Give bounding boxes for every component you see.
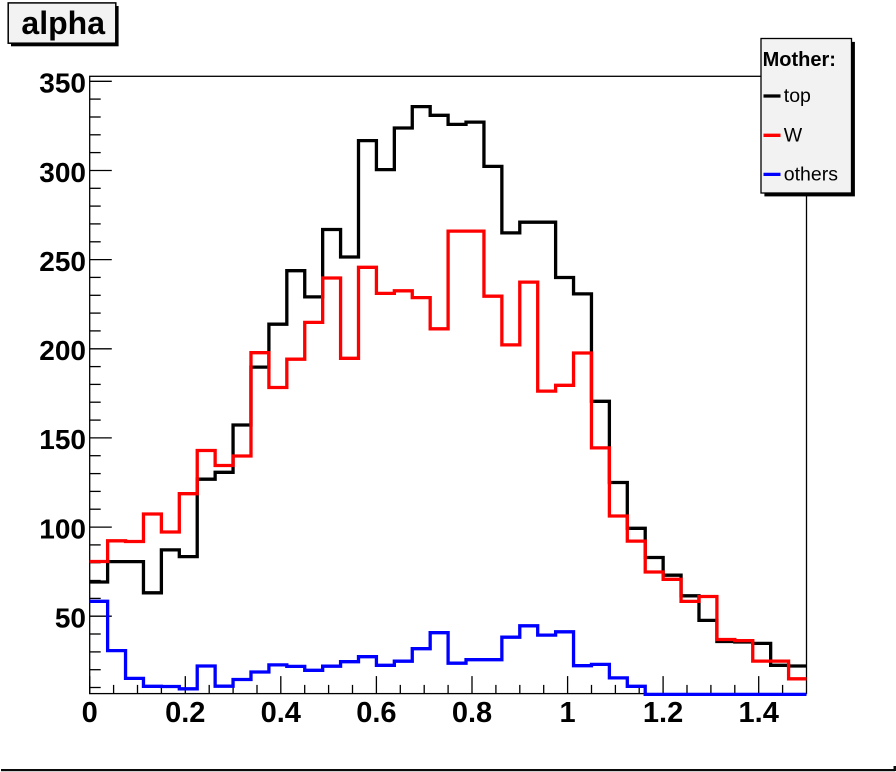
svg-text:0.6: 0.6 xyxy=(356,697,396,729)
svg-text:1: 1 xyxy=(560,697,576,729)
svg-text:W: W xyxy=(784,125,803,147)
svg-text:350: 350 xyxy=(39,68,86,99)
svg-text:300: 300 xyxy=(39,157,86,188)
svg-text:50: 50 xyxy=(55,603,86,634)
svg-text:0: 0 xyxy=(82,697,98,729)
svg-text:others: others xyxy=(784,164,838,186)
svg-text:1.4: 1.4 xyxy=(739,697,779,729)
svg-text:0.2: 0.2 xyxy=(165,697,205,729)
svg-text:1.2: 1.2 xyxy=(643,697,683,729)
svg-text:150: 150 xyxy=(39,424,86,455)
svg-text:250: 250 xyxy=(39,246,86,277)
svg-text:200: 200 xyxy=(39,335,86,366)
svg-text:0.8: 0.8 xyxy=(452,697,492,729)
svg-text:alpha: alpha xyxy=(21,5,105,41)
svg-text:Mother:: Mother: xyxy=(763,49,836,71)
svg-text:0.4: 0.4 xyxy=(261,697,301,729)
svg-text:top: top xyxy=(784,85,811,107)
svg-text:100: 100 xyxy=(39,513,86,544)
